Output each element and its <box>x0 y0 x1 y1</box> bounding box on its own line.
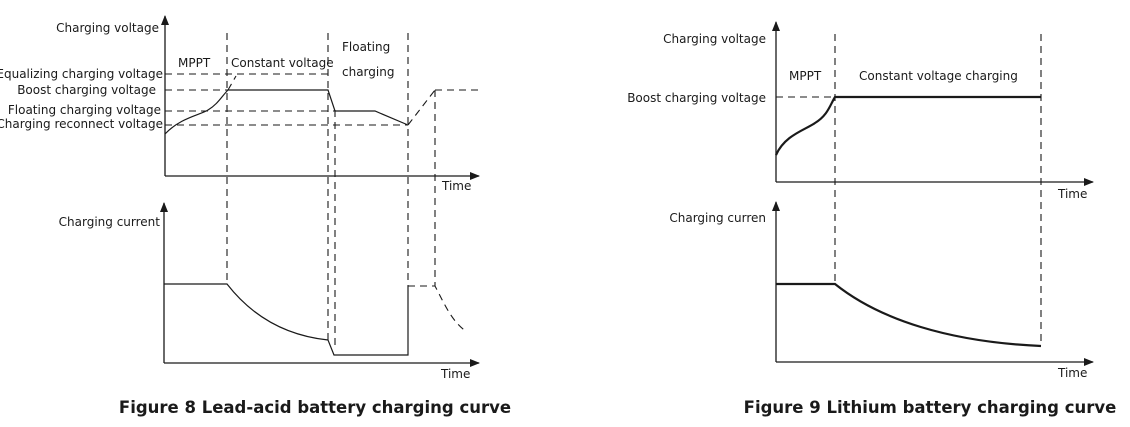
fig8-level-floating: Floating charging voltage <box>8 103 161 117</box>
fig8-voltage-time-label: Time <box>441 179 471 193</box>
fig8-stage-floating-1: Floating <box>342 40 390 54</box>
fig8-voltage-axis-label: Charging voltage <box>56 21 159 35</box>
fig8-stage-mppt: MPPT <box>178 56 211 70</box>
fig9-stage-constant: Constant voltage charging <box>859 69 1018 83</box>
fig8-current-plot: Charging current Time <box>59 202 480 381</box>
fig9-caption: Figure 9 Lithium battery charging curve <box>744 398 1117 417</box>
fig8-caption: Figure 8 Lead-acid battery charging curv… <box>119 398 511 417</box>
fig8-level-boost: Boost charging voltage <box>17 83 156 97</box>
fig9-voltage-axis-label: Charging voltage <box>663 32 766 46</box>
fig9-current-time-label: Time <box>1057 366 1087 380</box>
fig8-guide-lines <box>165 73 478 126</box>
fig8-voltage-continuation <box>227 75 436 126</box>
fig9-stage-mppt: MPPT <box>789 69 822 83</box>
fig9-current-axis-label: Charging curren <box>669 211 766 225</box>
fig9-voltage-plot: Charging voltage Time MPPT Constant volt… <box>627 21 1094 201</box>
fig9-stage-dividers <box>834 34 1042 346</box>
fig9-voltage-curve <box>774 95 1041 156</box>
fig8-level-equalizing: Equalizing charging voltage <box>0 67 163 81</box>
fig9-level-boost: Boost charging voltage <box>627 91 766 105</box>
fig8-current-curve <box>164 283 409 356</box>
fig8-current-time-label: Time <box>440 367 470 381</box>
fig9-current-plot: Charging curren Time <box>669 201 1094 380</box>
fig8-voltage-plot: Charging voltage Time MPPT Constant volt… <box>0 15 480 193</box>
fig8-stage-dividers <box>226 33 436 345</box>
fig8-current-continuation <box>408 285 468 333</box>
fig9-current-curve <box>776 282 1042 348</box>
fig8-stage-constant: Constant voltage <box>231 56 334 70</box>
fig9-voltage-time-label: Time <box>1057 187 1087 201</box>
fig8-level-reconnect: Charging reconnect voltage <box>0 117 163 131</box>
fig8-current-axis-label: Charging current <box>59 215 161 229</box>
fig8-voltage-curve <box>164 89 409 135</box>
fig8-stage-floating-2: charging <box>342 65 394 79</box>
